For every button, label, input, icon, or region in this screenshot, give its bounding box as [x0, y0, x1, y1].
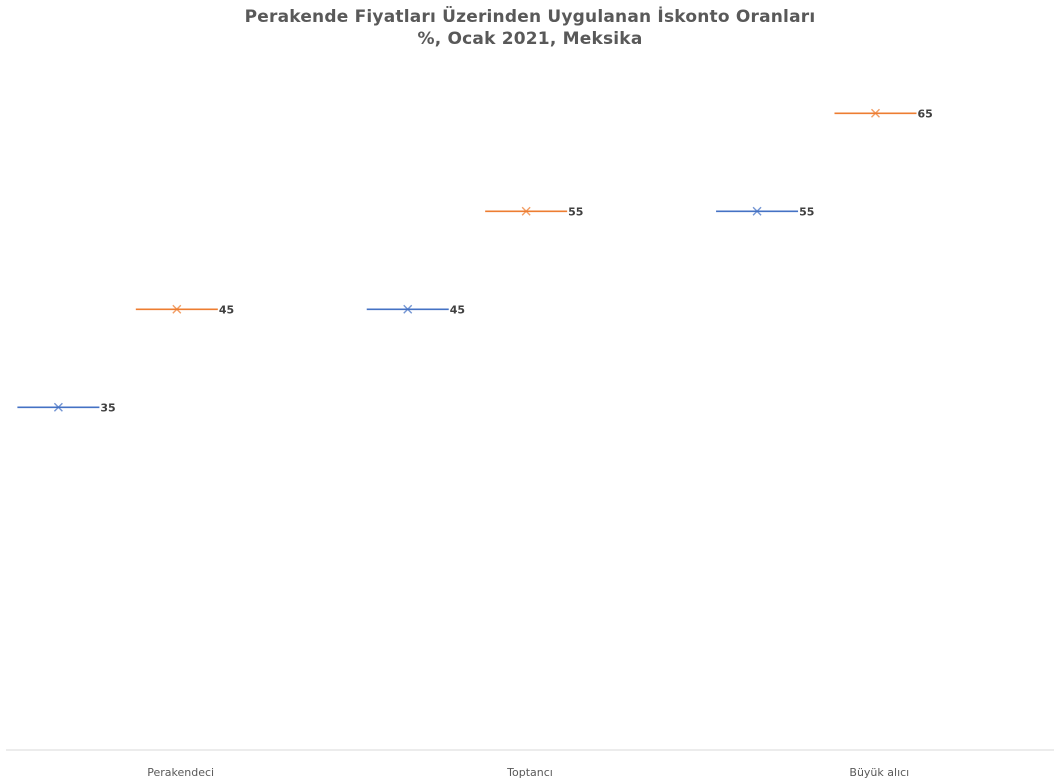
chart-title: Perakende Fiyatları Üzerinden Uygulanan …	[0, 6, 1060, 50]
series-layer: 35 45 55 45 55 65	[17, 107, 933, 414]
series-2-point: 65	[834, 107, 933, 120]
x-tick-label: Toptancı	[506, 766, 553, 779]
data-label: 45	[219, 303, 234, 316]
data-label: 65	[917, 107, 932, 120]
data-label: 55	[799, 205, 814, 218]
series-1-point: 45	[366, 303, 465, 316]
series-2-x-marker	[172, 304, 182, 314]
series-2-x-marker	[870, 108, 880, 118]
data-label: 35	[100, 401, 115, 414]
series-2-x-marker	[521, 206, 531, 216]
series-2-point: 45	[135, 303, 234, 316]
series-1-x-marker	[403, 304, 413, 314]
series-1-point: 55	[716, 205, 814, 218]
x-tick-label: Perakendeci	[147, 766, 214, 779]
series-1-point: 35	[17, 401, 116, 414]
chart-title-main: Perakende Fiyatları Üzerinden Uygulanan …	[244, 7, 816, 27]
series-1-x-marker	[53, 402, 63, 412]
axis-layer: Perakendeci Toptancı Büyük alıcı	[6, 749, 1054, 779]
chart-subtitle: %, Ocak 2021, Meksika	[417, 29, 643, 49]
data-label: 55	[568, 205, 583, 218]
data-label: 45	[450, 303, 465, 316]
x-tick-label: Büyük alıcı	[849, 766, 909, 779]
series-1-x-marker	[752, 206, 762, 216]
series-2-point: 55	[485, 205, 583, 218]
